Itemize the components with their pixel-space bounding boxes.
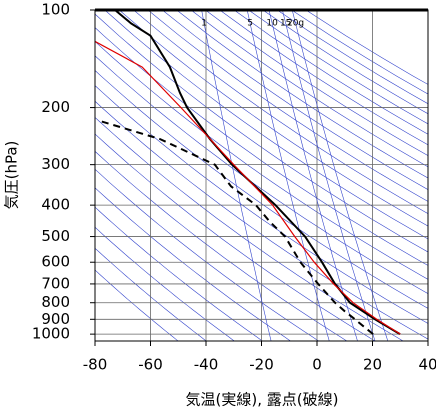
y-tick-label: 100 [41, 1, 70, 19]
plot-area [95, 10, 428, 341]
y-tick-label: 600 [41, 253, 70, 271]
mixing-ratio-label: 20g [287, 19, 304, 29]
dry-adiabat [95, 226, 235, 341]
dry-adiabat [219, 10, 428, 146]
x-tick-label: 0 [312, 356, 322, 374]
dry-adiabat [95, 206, 264, 341]
y-axis-label: 気圧(hPa) [3, 141, 21, 210]
mixing-ratio-line [282, 10, 376, 341]
dry-adiabat [162, 10, 428, 190]
y-tick-label: 1000 [32, 325, 70, 343]
x-tick-label: 20 [363, 356, 382, 374]
dry-adiabat [133, 10, 428, 214]
x-axis-label: 気温(実線), 露点(破線) [186, 391, 339, 409]
mixing-ratio-line [291, 10, 389, 341]
dry-adiabat [147, 10, 428, 202]
dry-adiabat [277, 10, 428, 105]
y-tick-label: 200 [41, 98, 70, 116]
mixing-ratio-line [246, 10, 330, 341]
mixing-ratio-label: 5 [247, 19, 253, 29]
dry-adiabat [190, 10, 428, 168]
x-tick-label: -80 [83, 356, 108, 374]
series-line [95, 40, 401, 335]
dry-adiabat [119, 10, 428, 227]
y-tick-label: 500 [41, 227, 70, 245]
dry-adiabat [95, 13, 428, 253]
dry-adiabat [95, 55, 428, 294]
series-line [114, 10, 401, 335]
mixing-ratio-line [201, 10, 272, 341]
dry-adiabat [95, 27, 428, 266]
mixing-ratio-label: 15 [280, 19, 291, 29]
x-tick-label: -60 [138, 356, 163, 374]
y-tick-label: 700 [41, 274, 70, 292]
dry-adiabat [205, 10, 428, 156]
x-tick-label: -40 [194, 356, 219, 374]
dry-adiabat [95, 70, 428, 309]
x-tick-label: 40 [418, 356, 436, 374]
dry-adiabat [95, 269, 179, 341]
dry-adiabat [104, 10, 428, 240]
dry-adiabat [233, 10, 428, 135]
dry-adiabat [95, 85, 428, 324]
y-tick-label: 300 [41, 155, 70, 173]
y-tick-label: 800 [41, 293, 70, 311]
mixing-ratio-label: 10 [266, 19, 278, 29]
dry-adiabat [176, 10, 428, 179]
y-tick-label: 400 [41, 196, 70, 214]
mixing-ratio-line [268, 10, 358, 341]
mixing-ratio-label: 1 [201, 19, 207, 29]
dry-adiabat [95, 247, 207, 341]
x-tick-label: -20 [249, 356, 274, 374]
dry-adiabat [95, 41, 428, 280]
series-line [99, 120, 374, 335]
y-tick-label: 900 [41, 310, 70, 328]
